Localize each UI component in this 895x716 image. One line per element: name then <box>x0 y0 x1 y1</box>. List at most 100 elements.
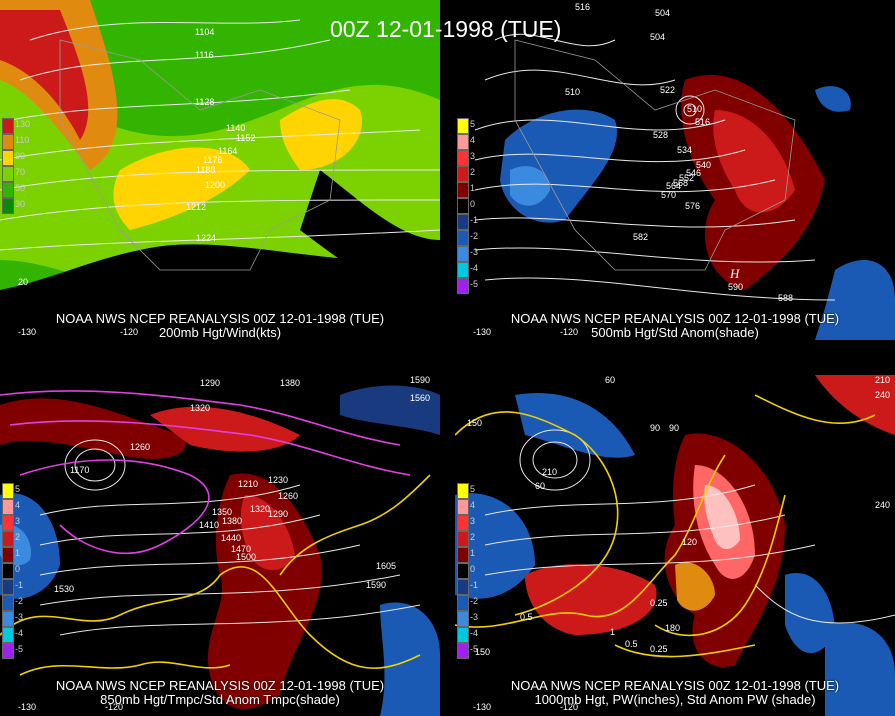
contour-label: 240 <box>875 500 890 510</box>
contour-label: 1200 <box>205 180 225 190</box>
contour-label: 1590 <box>410 375 430 385</box>
contour-label: 1350 <box>212 507 232 517</box>
caption-line1: NOAA NWS NCEP REANALYSIS 00Z 12-01-1998 … <box>510 678 840 693</box>
legend-swatch: 0 <box>457 563 475 579</box>
contour-label: 1176 <box>203 155 222 165</box>
lon-label: -120 <box>120 327 138 337</box>
contour-label: 180 <box>665 623 680 633</box>
contour-label: 1128 <box>195 97 214 107</box>
contour-label: 0.25 <box>650 598 668 608</box>
contour-label: 1140 <box>226 123 245 133</box>
legend-200mb: 130 110 90 70 50 30 <box>2 118 30 214</box>
legend-label: -3 <box>470 247 479 257</box>
contour-label: 1470 <box>231 544 251 554</box>
legend-label: -1 <box>470 215 479 225</box>
contour-label: 1320 <box>250 504 270 514</box>
legend-swatch: 4 <box>457 134 475 150</box>
panel-850mb: 5 4 3 2 1 0 -1 -2 -3 -4 -5 1290 1290 1380 1590 156… <box>0 375 440 716</box>
legend-swatch: 70 <box>2 166 25 182</box>
legend-label: 5 <box>470 119 476 129</box>
legend-swatch: 2 <box>457 531 475 547</box>
legend-label: -4 <box>15 628 24 638</box>
legend-label: -5 <box>15 644 24 654</box>
contour-label: 522 <box>660 85 675 95</box>
contour-label: 588 <box>778 293 793 303</box>
map-850mb <box>0 375 440 716</box>
legend-500mb: 5 4 3 2 1 0 -1 -2 -3 -4 -5 <box>457 118 478 294</box>
legend-swatch: 5 <box>2 483 20 499</box>
contour-label: 1440 <box>221 533 241 543</box>
contour-label: 1104 <box>195 27 214 37</box>
lon-label: -120 <box>560 702 578 712</box>
legend-label: -3 <box>15 612 24 622</box>
caption-200mb: NOAA NWS NCEP REANALYSIS 00Z 12-01-1998 … <box>0 312 440 340</box>
contour-label: 546 <box>686 168 701 178</box>
contour-label: 150 <box>475 647 490 657</box>
contour-label: 540 <box>696 160 711 170</box>
caption-line2: 200mb Hgt/Wind(kts) <box>158 325 282 340</box>
legend-swatch: 4 <box>457 499 475 515</box>
legend-swatch: 3 <box>2 515 20 531</box>
caption-line1: NOAA NWS NCEP REANALYSIS 00Z 12-01-1998 … <box>510 311 840 326</box>
contour-label: 150 <box>467 418 482 428</box>
panel-1000mb: 5 4 3 2 1 0 -1 -2 -3 -4 -5 60 90 210 240 150 120 9… <box>455 375 895 716</box>
legend-label: 3 <box>470 151 476 161</box>
legend-label: 0 <box>15 564 21 574</box>
legend-swatch: -1 <box>2 579 23 595</box>
lon-label: -130 <box>473 702 491 712</box>
panel-500mb: 5 4 3 2 1 0 -1 -2 -3 -4 -5 516 504 510 504 516 510… <box>455 0 895 340</box>
legend-label: 30 <box>15 199 26 209</box>
contour-label: 90 <box>669 423 679 433</box>
labels-1000mb: 60 90 210 240 150 120 90 60 210 240 150 … <box>467 375 890 712</box>
legend-label: -2 <box>470 231 479 241</box>
legend-swatch: 5 <box>457 483 475 499</box>
legend-swatch: 5 <box>457 118 475 134</box>
legend-label: 4 <box>15 500 21 510</box>
map-200mb <box>0 0 440 340</box>
contour-label: 210 <box>875 375 890 385</box>
legend-label: -4 <box>470 628 479 638</box>
map-1000mb <box>455 375 895 716</box>
contour-label: 558 <box>673 178 688 188</box>
legend-label: 3 <box>15 516 21 526</box>
contour-label: 1210 <box>238 479 258 489</box>
legend-label: 1 <box>470 548 476 558</box>
high-pressure-marker: H <box>729 266 740 281</box>
legend-swatch: 4 <box>2 499 20 515</box>
legend-label: 1 <box>15 548 21 558</box>
legend-swatch: 2 <box>457 166 475 182</box>
legend-label: 130 <box>15 119 31 129</box>
legend-swatch: -2 <box>457 595 478 611</box>
legend-swatch: -1 <box>457 214 478 230</box>
legend-label: 0 <box>470 199 476 209</box>
caption-line2: 850mb Hgt/Tmpc/Std Anom Tmpc(shade) <box>100 692 340 707</box>
lon-label: -130 <box>473 327 491 337</box>
legend-swatch: -2 <box>457 230 478 246</box>
contour-label: 534 <box>677 145 692 155</box>
contour-label: 1380 <box>280 378 300 388</box>
legend-swatch: 2 <box>2 531 20 547</box>
caption-line2: 500mb Hgt/Std Anom(shade) <box>591 325 759 340</box>
caption-1000mb: NOAA NWS NCEP REANALYSIS 00Z 12-01-1998 … <box>455 679 895 707</box>
legend-swatch: -3 <box>2 611 23 627</box>
legend-swatch: -5 <box>457 643 478 659</box>
legend-label: 0 <box>470 564 476 574</box>
legend-label: 5 <box>470 484 476 494</box>
contour-label: 510 <box>565 87 580 97</box>
legend-label: 90 <box>15 151 26 161</box>
main-title: 00Z 12-01-1998 (TUE) <box>330 16 562 42</box>
contour-label: 1260 <box>278 491 298 501</box>
contour-label: 1290 <box>200 378 220 388</box>
lon-label: -130 <box>18 702 36 712</box>
caption-850mb: NOAA NWS NCEP REANALYSIS 00Z 12-01-1998 … <box>0 679 440 707</box>
contour-label: 240 <box>875 390 890 400</box>
legend-swatch: -3 <box>457 611 478 627</box>
contour-label: 60 <box>605 375 615 385</box>
legend-swatch: 1 <box>2 547 20 563</box>
contour-label: 504 <box>655 8 670 18</box>
lon-label: -120 <box>105 702 123 712</box>
legend-swatch: 50 <box>2 182 25 198</box>
contour-label: 504 <box>650 32 665 42</box>
labels-850mb: 1290 1290 1380 1590 1560 1320 1170 1260 … <box>18 375 430 712</box>
labels-200mb: 1104 1116 1128 1140 1152 1164 1176 1188 … <box>18 27 255 337</box>
